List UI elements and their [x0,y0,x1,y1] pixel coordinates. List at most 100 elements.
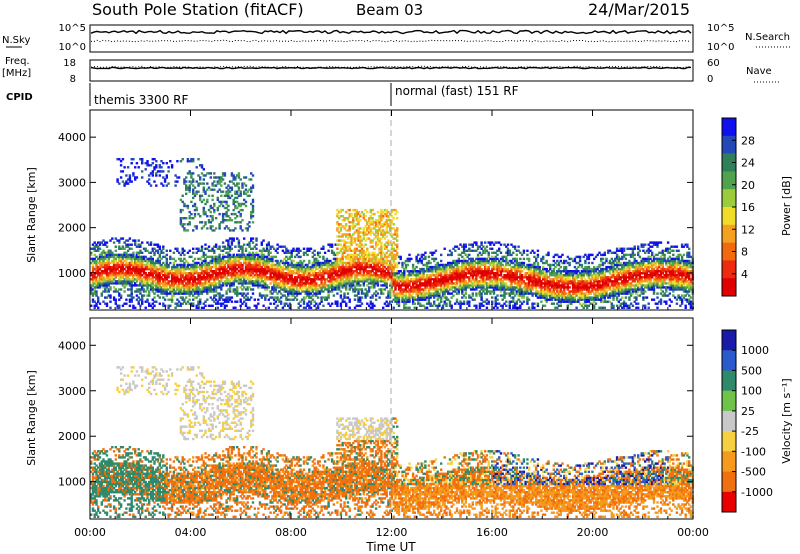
power-cell [126,182,130,185]
power-cell [197,265,200,269]
power-cell [155,160,158,163]
power-cell [285,298,288,301]
power-cell [192,192,195,195]
power-cell [364,294,367,297]
power-cell [283,278,286,281]
power-cell [274,259,278,263]
power-cell [213,176,216,179]
power-cell [468,276,471,279]
power-cell [290,290,293,293]
power-cell [237,263,241,267]
power-cell [374,259,378,263]
power-cell [213,272,216,275]
power-cell [118,253,121,257]
power-cell [260,265,263,269]
power-cell [130,162,133,165]
power-cell [480,241,483,244]
power-cell [186,272,190,275]
power-cell [373,278,376,281]
power-cell [200,282,204,285]
power-cell [276,272,279,275]
power-cell [272,278,276,281]
power-cell [350,215,353,218]
power-cell [192,280,195,283]
power-cell [350,276,353,279]
power-cell [389,212,392,216]
power-cell [237,186,241,189]
power-cell [359,215,362,218]
power-cell [151,247,154,250]
power-cell [139,267,142,271]
power-cell [279,300,283,303]
power-cell [353,241,357,244]
power-cell [382,217,385,220]
power-cell [165,253,168,257]
power-cell [227,184,230,187]
power-cell [283,276,286,279]
power-cell [95,290,98,293]
power-cell [214,261,218,265]
power-cell [209,255,212,259]
power-cell [188,180,191,183]
power-cell [192,294,195,297]
power-cell [123,267,126,271]
power-cell [144,284,147,287]
power-cell [105,241,109,244]
power-cell [197,306,200,309]
power-cell [299,278,302,281]
power-cell [309,247,313,250]
power-cell [190,265,193,269]
power-cell [389,290,392,293]
power-cell [251,208,255,212]
power-cell [350,267,353,271]
power-cell [341,284,344,287]
power-cell [274,300,278,303]
power-cell [387,294,390,297]
power-cell [360,261,364,265]
power-cell [102,286,105,289]
power-cell [264,272,267,275]
power-cell [274,272,278,275]
power-cell [135,255,139,259]
power-cell [373,233,376,236]
power-cell [301,280,304,283]
power-cell [364,231,367,234]
power-cell [192,276,195,279]
power-cell [325,270,329,273]
power-cell [232,280,235,283]
power-cell [359,265,362,269]
power-cell [341,280,344,283]
power-cell [411,263,415,267]
power-cell [97,257,100,261]
power-cell [323,251,327,254]
power-cell [278,298,281,301]
power-cell [176,267,179,271]
power-cell [380,249,383,252]
power-cell [214,184,218,187]
power-cell [172,290,176,293]
power-cell [246,267,249,271]
power-cell [118,298,121,301]
power-cell [346,208,350,212]
power-cell [163,274,167,277]
power-cell [209,225,212,228]
power-cell [148,276,151,279]
power-cell [93,306,96,309]
power-cell [202,270,205,273]
power-cell [160,257,163,261]
power-cell [172,292,176,295]
power-cell [274,249,278,252]
power-cell [218,245,221,248]
power-cell [211,188,214,191]
power-cell [104,286,107,289]
power-cell [306,292,309,295]
power-cell [234,259,237,263]
power-cell [262,255,265,259]
power-cell [192,304,195,307]
power-cell [202,259,205,263]
power-cell [142,284,146,287]
power-cell [221,274,225,277]
power-cell [380,255,383,259]
power-cell [297,284,300,287]
power-cell [158,290,161,293]
